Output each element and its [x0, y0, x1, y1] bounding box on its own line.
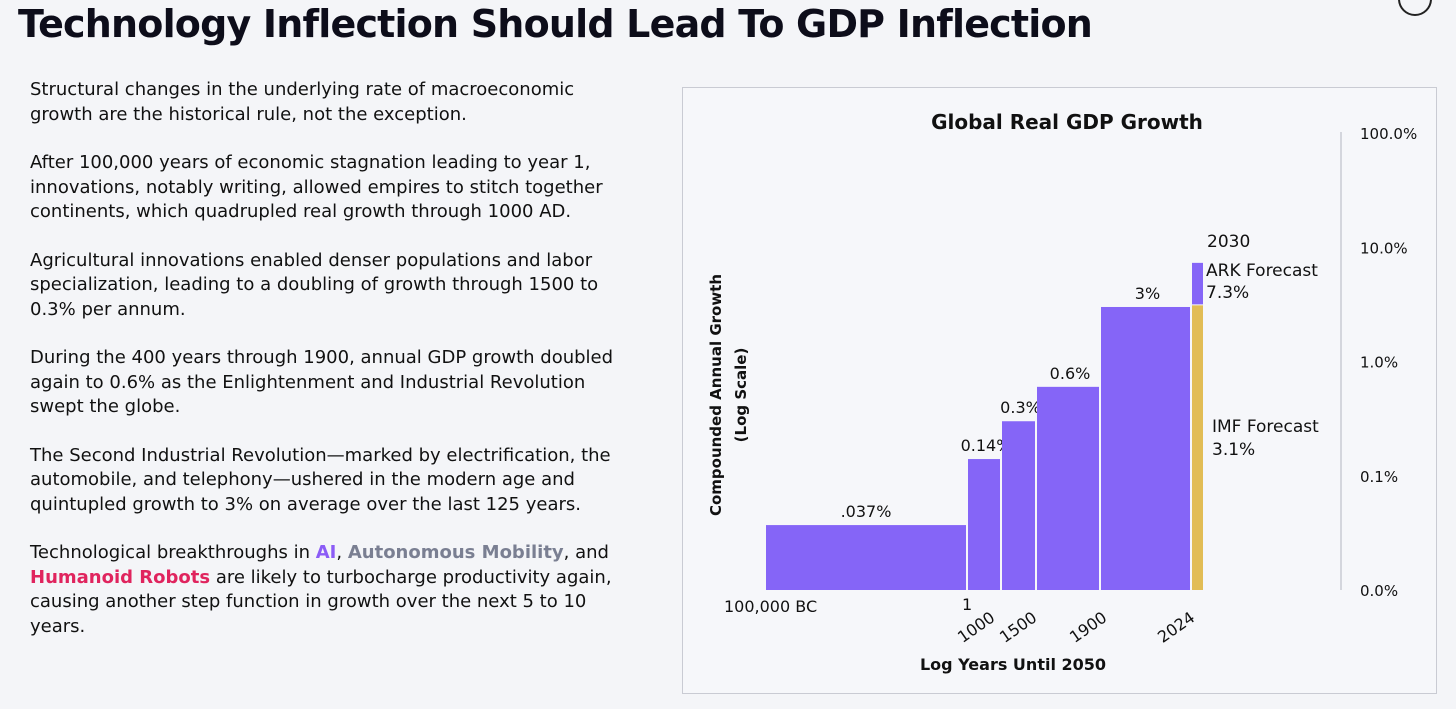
- closing-text: are likely to turbocharge productivity a…: [30, 566, 612, 637]
- keyword-autonomous-mobility: Autonomous Mobility: [347, 542, 564, 563]
- x-tick-label: 1000: [954, 608, 998, 647]
- ark-year-label: 2030: [1207, 232, 1250, 252]
- paragraph: The Second Industrial Revolution—marked …: [30, 444, 611, 515]
- y-tick-label: 1.0%: [1360, 354, 1398, 372]
- y-axis-label: Compounded Annual Growth: [707, 274, 725, 516]
- keyword-ai: AI: [315, 542, 337, 563]
- y-tick-label: 0.0%: [1360, 582, 1398, 600]
- x-tick-label: 1900: [1066, 608, 1110, 647]
- page-title: Technology Inflection Should Lead To GDP…: [18, 2, 1093, 46]
- closing-text: , and: [563, 542, 609, 563]
- y-tick-label: 0.1%: [1360, 468, 1398, 486]
- data-label: 0.14%: [961, 436, 1012, 455]
- imf-forecast-bar: [1192, 305, 1203, 590]
- imf-forecast-value: 3.1%: [1212, 440, 1255, 460]
- x-tick-label: 100,000 BC: [724, 597, 817, 616]
- bar: [1002, 421, 1035, 590]
- paragraph: Structural changes in the underlying rat…: [30, 79, 575, 125]
- x-axis-label: Log Years Until 2050: [920, 655, 1106, 674]
- x-tick-label: 1: [962, 595, 972, 614]
- closing-paragraph: Technological breakthroughs in AI, Auton…: [30, 541, 640, 639]
- data-label: 0.3%: [1000, 398, 1041, 417]
- keyword-humanoid-robots: Humanoid Robots: [30, 566, 211, 588]
- data-label: 0.6%: [1050, 364, 1091, 383]
- imf-forecast-label: IMF Forecast: [1212, 417, 1319, 437]
- data-label: 3%: [1135, 284, 1160, 303]
- y-axis-sublabel: (Log Scale): [732, 348, 750, 443]
- paragraph: During the 400 years through 1900, annua…: [30, 347, 614, 417]
- chart-title: Global Real GDP Growth: [931, 110, 1203, 134]
- data-label: .037%: [841, 502, 892, 521]
- x-tick-label: 1500: [996, 608, 1040, 647]
- body-text: Structural changes in the underlying rat…: [30, 78, 640, 663]
- bar: [766, 525, 966, 590]
- bar: [968, 459, 1000, 590]
- x-tick-label: 2024: [1154, 608, 1198, 647]
- closing-text: Technological breakthroughs in: [30, 542, 316, 563]
- ark-forecast-label: ARK Forecast: [1206, 261, 1318, 281]
- ark-forecast-bar: [1192, 262, 1203, 305]
- paragraph: After 100,000 years of economic stagnati…: [30, 152, 603, 222]
- paragraph: Agricultural innovations enabled denser …: [30, 249, 599, 320]
- y-tick-label: 10.0%: [1360, 239, 1408, 257]
- bar: [1037, 386, 1099, 590]
- bar: [1101, 306, 1190, 590]
- closing-text: ,: [336, 542, 348, 563]
- y-tick-label: 100.0%: [1360, 125, 1417, 143]
- ark-forecast-value: 7.3%: [1206, 283, 1249, 303]
